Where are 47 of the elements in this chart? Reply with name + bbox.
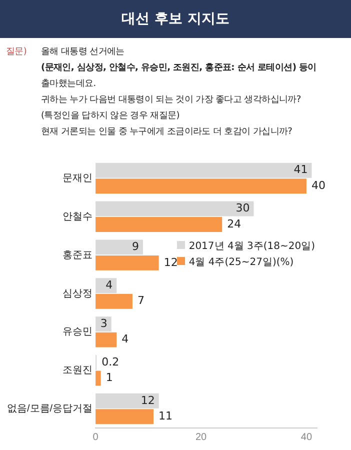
y-tick-label: 안철수 [62, 211, 93, 222]
x-tick-label: 20 [195, 432, 208, 443]
data-label: 1 [106, 371, 113, 384]
data-label: 7 [137, 294, 144, 308]
bar [96, 393, 159, 408]
y-tick-label: 심상정 [62, 288, 93, 300]
bar [96, 178, 306, 194]
text: 출마했는데요. [41, 78, 97, 91]
bar [96, 255, 159, 270]
bar [96, 316, 112, 332]
bar [96, 217, 222, 232]
text: 현재 거론되는 인물 중 누구에게 조금이라도 더 호감이 가십니까? [41, 126, 294, 139]
data-label: 12 [140, 394, 155, 407]
data-label: 30 [236, 202, 250, 215]
data-label: 12 [164, 256, 178, 269]
bar [96, 201, 254, 216]
y-tick-label: 문재인 [62, 172, 93, 184]
text: 올해 대통령 선거에는 [41, 46, 126, 59]
legend-label: 4월 4주(25~27일)(%) [188, 257, 294, 268]
y-tick-label: 없음/모름/응답거절 [6, 404, 93, 415]
data-label: 9 [132, 240, 140, 254]
data-label: 4 [106, 278, 113, 292]
data-label: 3 [100, 316, 108, 330]
text: (문재인, 심상정, 안철수, 유승민, 조원진, 홍준표: 순서 로테이션) 등이 [41, 62, 318, 75]
x-tick-label: 0 [92, 432, 99, 443]
bar [96, 409, 154, 424]
legend-label: 2017년 4월 3주(18~20일) [188, 241, 315, 252]
y-tick-label: 유승민 [62, 326, 93, 338]
chart-title: 대선 후보 지지도 [0, 0, 351, 38]
x-tick-label: 40 [300, 432, 312, 443]
data-label: 0.2 [102, 355, 120, 368]
bar [96, 240, 144, 255]
bar [96, 332, 117, 348]
y-tick-label: 홍준표 [62, 250, 93, 261]
bar [96, 278, 117, 294]
text: 귀하는 누가 다음번 대통령이 되는 것이 가장 좋다고 생각하십니까? [41, 94, 302, 107]
text: 질문) [6, 46, 27, 59]
data-label: 4 [122, 332, 129, 346]
data-label: 41 [294, 163, 308, 176]
data-label: 24 [227, 217, 242, 230]
bar [96, 294, 132, 309]
y-tick-label: 조원진 [62, 365, 93, 376]
text: (특정인을 답하지 않은 경우 재질문) [41, 110, 180, 123]
data-label: 11 [158, 410, 173, 423]
bar [96, 370, 101, 386]
bar [96, 162, 312, 178]
data-label: 40 [311, 178, 326, 192]
